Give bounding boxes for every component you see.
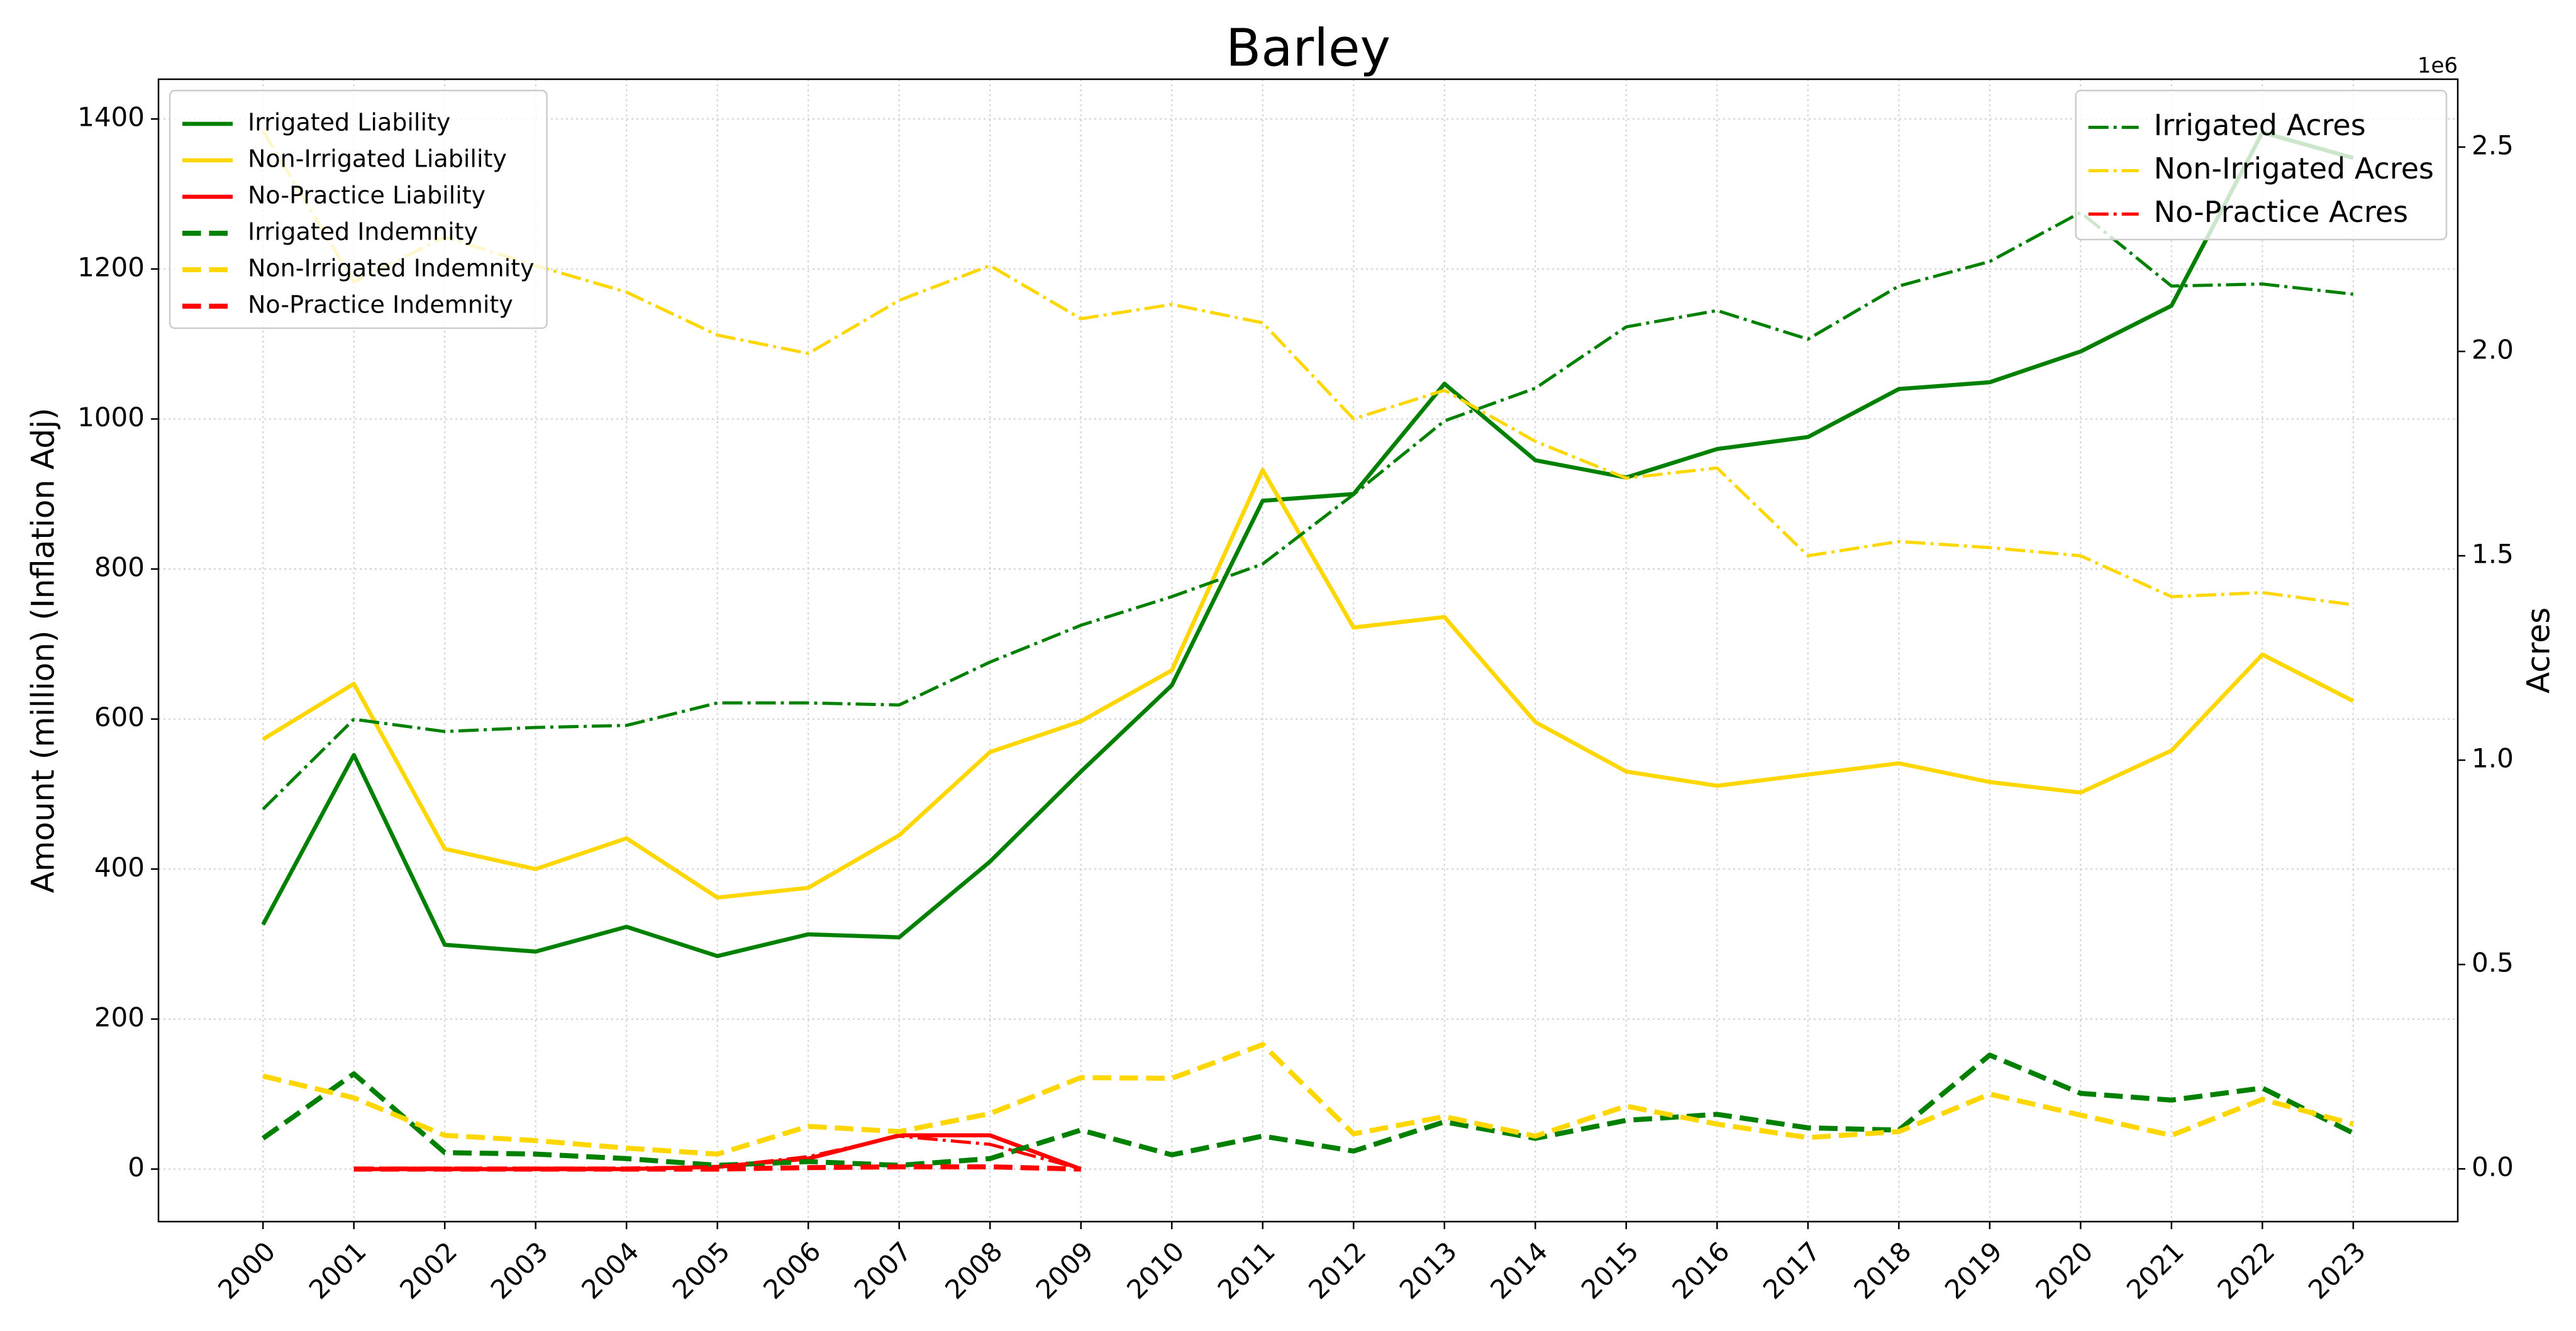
x-tick-label: 2018 — [1848, 1236, 1917, 1305]
x-tick-label: 2011 — [1212, 1236, 1281, 1305]
x-tick-label: 2009 — [1030, 1236, 1099, 1305]
y-tick-label: 1200 — [77, 251, 145, 282]
y-tick-label: 200 — [94, 1002, 145, 1032]
series-line — [353, 1164, 1081, 1172]
legend-label: Irrigated Acres — [2154, 108, 2366, 142]
series-line — [353, 1134, 1082, 1171]
legend-label: Irrigated Indemnity — [248, 218, 478, 246]
y2-tick-label: 0.0 — [2472, 1152, 2514, 1183]
legend-label: Irrigated Liability — [248, 109, 450, 136]
legend-label: No-Practice Indemnity — [248, 291, 513, 319]
x-tick-label: 2013 — [1394, 1236, 1463, 1305]
x-tick-label: 2019 — [1939, 1236, 2008, 1305]
y-tick-label: 400 — [94, 852, 145, 883]
x-tick-label: 2003 — [485, 1236, 554, 1305]
y2-tick-label: 2.5 — [2472, 130, 2514, 160]
y2-tick-label: 1.5 — [2472, 539, 2514, 570]
y-tick-label: 800 — [94, 552, 145, 583]
y-tick-label: 1400 — [77, 102, 145, 133]
series-line — [261, 1052, 2355, 1168]
x-tick-label: 2006 — [757, 1236, 826, 1305]
y2-tick-label: 2.0 — [2472, 334, 2514, 365]
x-tick-label: 2020 — [2029, 1236, 2099, 1305]
legend-label: Non-Irrigated Acres — [2154, 152, 2434, 185]
x-tick-label: 2007 — [848, 1236, 918, 1305]
y2-tick-label: 0.5 — [2472, 947, 2514, 978]
x-tick-label: 2000 — [212, 1236, 281, 1305]
y2-offset-label: 1e6 — [2418, 53, 2458, 79]
x-tick-label: 2008 — [939, 1236, 1008, 1305]
series-line — [261, 130, 2354, 958]
x-tick-label: 2017 — [1757, 1236, 1826, 1305]
x-tick-label: 2022 — [2211, 1236, 2280, 1305]
x-tick-label: 2015 — [1575, 1236, 1645, 1305]
legend-label: Non-Irrigated Liability — [248, 145, 507, 173]
x-tick-label: 2014 — [1484, 1236, 1553, 1305]
y2-tick-label: 1.0 — [2472, 743, 2514, 774]
x-tick-label: 2023 — [2302, 1236, 2372, 1305]
x-tick-label: 2002 — [394, 1236, 463, 1305]
y2-axis-label: Acres — [2521, 607, 2557, 693]
legend: Irrigated Acres Non-Irrigated Acres No-Pra… — [2075, 89, 2448, 241]
series-line — [262, 1042, 2354, 1157]
legend-label: No-Practice Acres — [2154, 195, 2408, 229]
legend-box — [2075, 89, 2448, 241]
legend: Irrigated Liability Non-Irrigated Liabili… — [169, 89, 548, 329]
y-tick-label: 600 — [94, 702, 145, 732]
x-tick-label: 2005 — [667, 1236, 736, 1305]
x-tick-label: 2004 — [575, 1236, 645, 1305]
y-tick-label: 1000 — [77, 402, 145, 433]
legend-box — [169, 89, 548, 329]
x-tick-label: 2012 — [1302, 1236, 1372, 1305]
y-axis-label: Amount (million) (Inflation Adj) — [25, 407, 62, 893]
legend-label: Non-Irrigated Indemnity — [248, 255, 535, 282]
y-tick-label: 0 — [128, 1152, 145, 1183]
x-tick-label: 2021 — [2121, 1236, 2190, 1305]
legend-label: No-Practice Liability — [248, 182, 486, 209]
series-line — [262, 468, 2355, 900]
chart-title: Barley — [1226, 18, 1391, 78]
x-tick-label: 2010 — [1121, 1236, 1190, 1305]
x-tick-label: 2001 — [303, 1236, 372, 1305]
series-line — [262, 211, 2354, 810]
x-tick-label: 2016 — [1666, 1236, 1735, 1305]
series-line — [262, 130, 2354, 607]
plot-frame — [157, 78, 2459, 1223]
